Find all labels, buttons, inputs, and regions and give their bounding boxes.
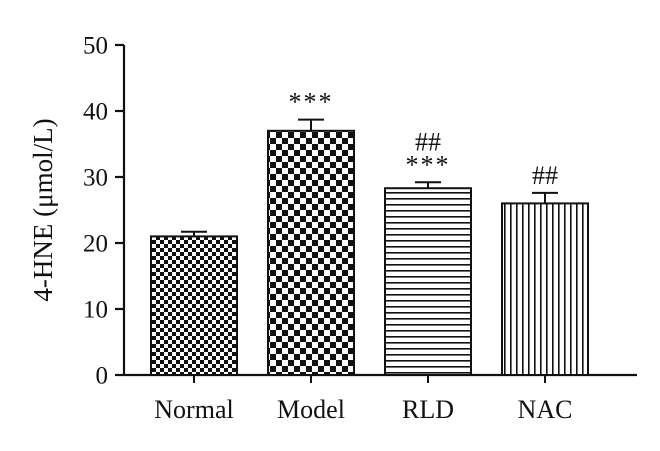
y-tick-label-40: 40 (83, 99, 108, 126)
y-axis-label: 4-HNE (μmol/L) (28, 118, 58, 301)
x-tick-label-nac: NAC (518, 395, 573, 424)
y-tick-label-20: 20 (83, 231, 108, 258)
y-tick-label-50: 50 (83, 33, 108, 60)
x-tick-label-rld: RLD (402, 395, 454, 424)
bar-normal (150, 235, 238, 376)
y-tick-label-10: 10 (83, 297, 108, 324)
bar-model (267, 129, 355, 376)
x-tick-label-normal: Normal (154, 395, 233, 424)
significance-rld-2: *** (406, 150, 451, 179)
significance-model-1: *** (289, 88, 334, 117)
y-tick-label-30: 30 (83, 165, 108, 192)
y-tick-label-0: 0 (96, 363, 109, 390)
x-tick-label-model: Model (277, 395, 345, 424)
bar-rld (384, 187, 472, 376)
bar-nac (501, 202, 589, 376)
significance-nac-1: ## (532, 161, 558, 190)
significance-rld-1: ## (415, 127, 441, 156)
